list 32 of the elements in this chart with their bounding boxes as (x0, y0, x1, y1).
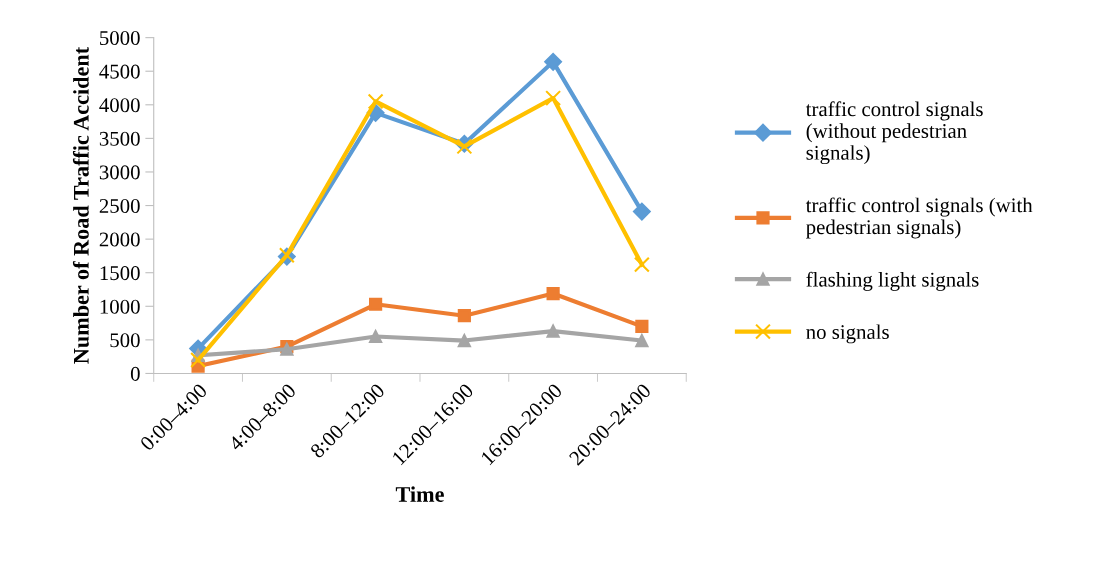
point (546, 286, 560, 301)
x-axis-title: Time (395, 486, 444, 502)
point (546, 324, 560, 338)
point (635, 333, 649, 348)
y-tick-label: 3500 (99, 131, 140, 146)
legend-label: traffic control signals (without pedestrian signals) (805, 101, 983, 165)
legend-label: flashing light signals (806, 271, 979, 291)
y-tick-label: 2500 (99, 198, 140, 213)
legend-label: traffic control signals (with pedestrian signals) (805, 197, 1033, 239)
legend-label: no signals (806, 324, 889, 344)
point (633, 256, 650, 273)
y-tick-label: 3000 (99, 165, 140, 180)
point (367, 93, 384, 110)
point (457, 309, 471, 323)
y-tick-label: 2000 (99, 232, 140, 247)
y-tick-label: 1500 (100, 266, 140, 281)
y-tick-label: 4500 (99, 64, 140, 79)
point (369, 297, 383, 311)
point (544, 52, 563, 71)
point (635, 319, 649, 334)
y-tick-label: 0 (130, 366, 140, 381)
y-tick-label: 4000 (99, 98, 140, 113)
y-axis-title: Number of Road Traffic Accident (72, 47, 89, 364)
point (457, 333, 471, 348)
y-tick-label: 5000 (100, 31, 140, 46)
y-tick-label: 1000 (100, 299, 140, 314)
point (456, 138, 473, 155)
point (545, 90, 562, 107)
point (369, 329, 383, 344)
point (632, 202, 651, 221)
y-tick-label: 500 (110, 333, 140, 348)
point (190, 352, 207, 369)
